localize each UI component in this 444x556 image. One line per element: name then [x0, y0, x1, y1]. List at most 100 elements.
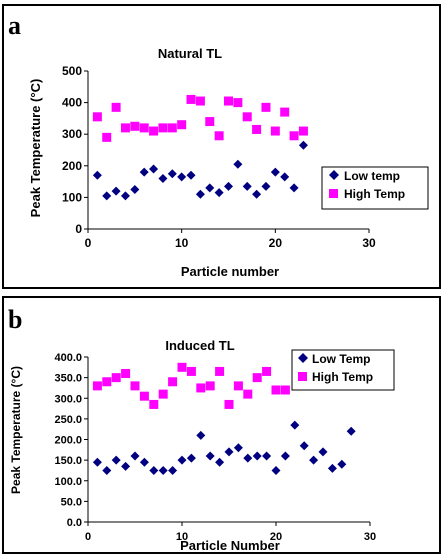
panel-b-low-temp-point [309, 455, 319, 465]
panel-b-low-temp-point [243, 453, 253, 463]
panel-b-low-temp-point [271, 465, 281, 475]
panel-b-low-temp-point [102, 465, 112, 475]
panel-a-y-tick-label: 0 [75, 222, 82, 236]
panel-b-high-temp-point [92, 381, 102, 391]
panel-b-high-temp-point [205, 381, 215, 391]
panel-b-low-temp-point [224, 447, 234, 457]
panel-b-low-temp-point [177, 455, 187, 465]
panel-b-y-tick-label: 200.0 [54, 435, 82, 447]
panel-b-low-temp-point [346, 426, 356, 436]
panel-b-high-temp-point [243, 389, 253, 399]
panel-b-legend-low-marker [298, 353, 308, 363]
panel-a-high-temp-point [130, 121, 140, 131]
panel-b-low-temp-point [215, 457, 225, 467]
panel-a-x-tick-label: 20 [269, 236, 283, 250]
panel-b-low-temp-point [196, 430, 206, 440]
panel-a-high-temp-point [111, 102, 121, 112]
panel-a-legend: Low temp High Temp [321, 166, 429, 210]
panel-b-high-temp-point [271, 385, 281, 395]
panel-a-low-temp-point [280, 172, 290, 182]
panel-b-x-tick-label: 20 [270, 531, 282, 543]
panel-a-low-temp-point [214, 188, 224, 198]
panel-a-legend-box [321, 166, 429, 210]
panel-a-low-temp-point [289, 183, 299, 193]
panel-b-low-temp-point [186, 453, 196, 463]
panel-a-x-tick-label: 0 [85, 236, 92, 250]
panel-b-low-temp-point [262, 451, 272, 461]
panel-b-high-temp-point [168, 377, 178, 387]
panel-a-low-temp-point [120, 191, 130, 201]
panel-a-high-temp-point [270, 126, 280, 136]
panel-a-low-temp-point [261, 181, 271, 191]
panel-a-low-temp-point [102, 191, 112, 201]
panel-a-legend-high-marker [329, 189, 338, 198]
panel-a-low-temp-point [195, 189, 205, 199]
panel-a-y-tick-label: 500 [62, 64, 82, 78]
panel-b-y-tick-label: 100.0 [54, 476, 82, 488]
panel-b-low-temp-point [205, 451, 215, 461]
panel-b-low-temp-point [130, 451, 140, 461]
panel-a-y-tick-label: 200 [62, 159, 82, 173]
panel-b-legend-low-label: Low Temp [312, 352, 370, 366]
panel-b-low-temp-point [139, 457, 149, 467]
panel-a-low-temp-point [92, 170, 102, 180]
panel-a-low-temp-point [149, 164, 159, 174]
panel-b-low-temp-point [299, 441, 309, 451]
panel-a-y-tick-label: 400 [62, 96, 82, 110]
panel-b-low-temp-point [337, 459, 347, 469]
panel-a-low-temp-point [205, 183, 215, 193]
panel-a-high-temp-point [177, 120, 187, 130]
panel-a-legend-low-marker [329, 170, 339, 180]
panel-b-y-tick-label: 50.0 [61, 496, 82, 508]
panel-b-low-temp-point [318, 447, 328, 457]
panel-b-high-temp-point [177, 362, 187, 372]
panel-b-low-temp-point [158, 465, 168, 475]
panel-b-high-temp-point [121, 369, 131, 378]
panel-a-high-temp-point [195, 96, 205, 106]
panel-a-low-temp-point [242, 181, 252, 191]
panel-b-plot: 0.0 50.0 100.0 150.0 200.0 250.0 300.0 350.0 400… [54, 352, 376, 543]
panel-a-high-temp-point [186, 94, 196, 104]
panel-b-legend-high-label: High Temp [312, 370, 373, 384]
panel-a-legend-high-label: High Temp [344, 187, 405, 201]
panel-a-x-tick-label: 10 [175, 236, 189, 250]
panel-b-low-temp-point [290, 420, 300, 430]
panel-b-low-temp-point [92, 457, 102, 467]
panel-b-xlabel: Particle Number [180, 538, 280, 553]
panel-a-low-temp-point [167, 169, 177, 179]
panel-b-high-temp-point [252, 373, 262, 383]
panel-b-low-temp-point [233, 443, 243, 453]
panel-a-low-temp-point [177, 172, 187, 182]
panel-a-high-temp-point [233, 98, 243, 108]
panel-a-high-temp-point [167, 123, 177, 133]
panel-a-high-temp-point [224, 96, 233, 106]
panel-a-y-tick-label: 300 [62, 127, 82, 141]
panel-b-y-tick-label: 400.0 [54, 352, 82, 364]
panel-b-x-tick-label: 0 [85, 531, 91, 543]
panel-b-low-temp-point [149, 465, 159, 475]
panel-b-letter: b [8, 305, 22, 334]
panel-a-high-temp-point [120, 123, 130, 133]
panel-a-low-temp-point [158, 173, 168, 183]
panel-b-high-temp-point [149, 399, 159, 409]
panel-a-high-temp-point [102, 132, 112, 142]
panel-a-xlabel: Particle number [181, 264, 279, 279]
panel-a-title: Natural TL [158, 46, 222, 61]
panel-a-ylabel: Peak Temperature (°C) [28, 79, 43, 218]
panel-a-low-temp-point [111, 186, 121, 196]
panel-b-low-temp-point [327, 463, 337, 473]
panel-b-low-temp-point [111, 455, 121, 465]
panel-a-high-temp-point [280, 107, 290, 117]
panel-b-y-tick-label: 150.0 [54, 455, 82, 467]
panel-b-title: Induced TL [165, 338, 234, 353]
panel-a-high-temp-point [139, 123, 149, 133]
panel-a-high-temp-point [149, 126, 159, 136]
panel-b-x-tick-label: 30 [364, 531, 376, 543]
panel-b-low-temp-point [280, 451, 290, 461]
panel-a-high-temp-point [205, 117, 215, 127]
panel-b-high-temp-point [158, 389, 168, 399]
panel-b-border [2, 296, 441, 554]
panel-b-high-temp-point [280, 385, 290, 395]
panel-b-high-temp-point [196, 383, 206, 393]
